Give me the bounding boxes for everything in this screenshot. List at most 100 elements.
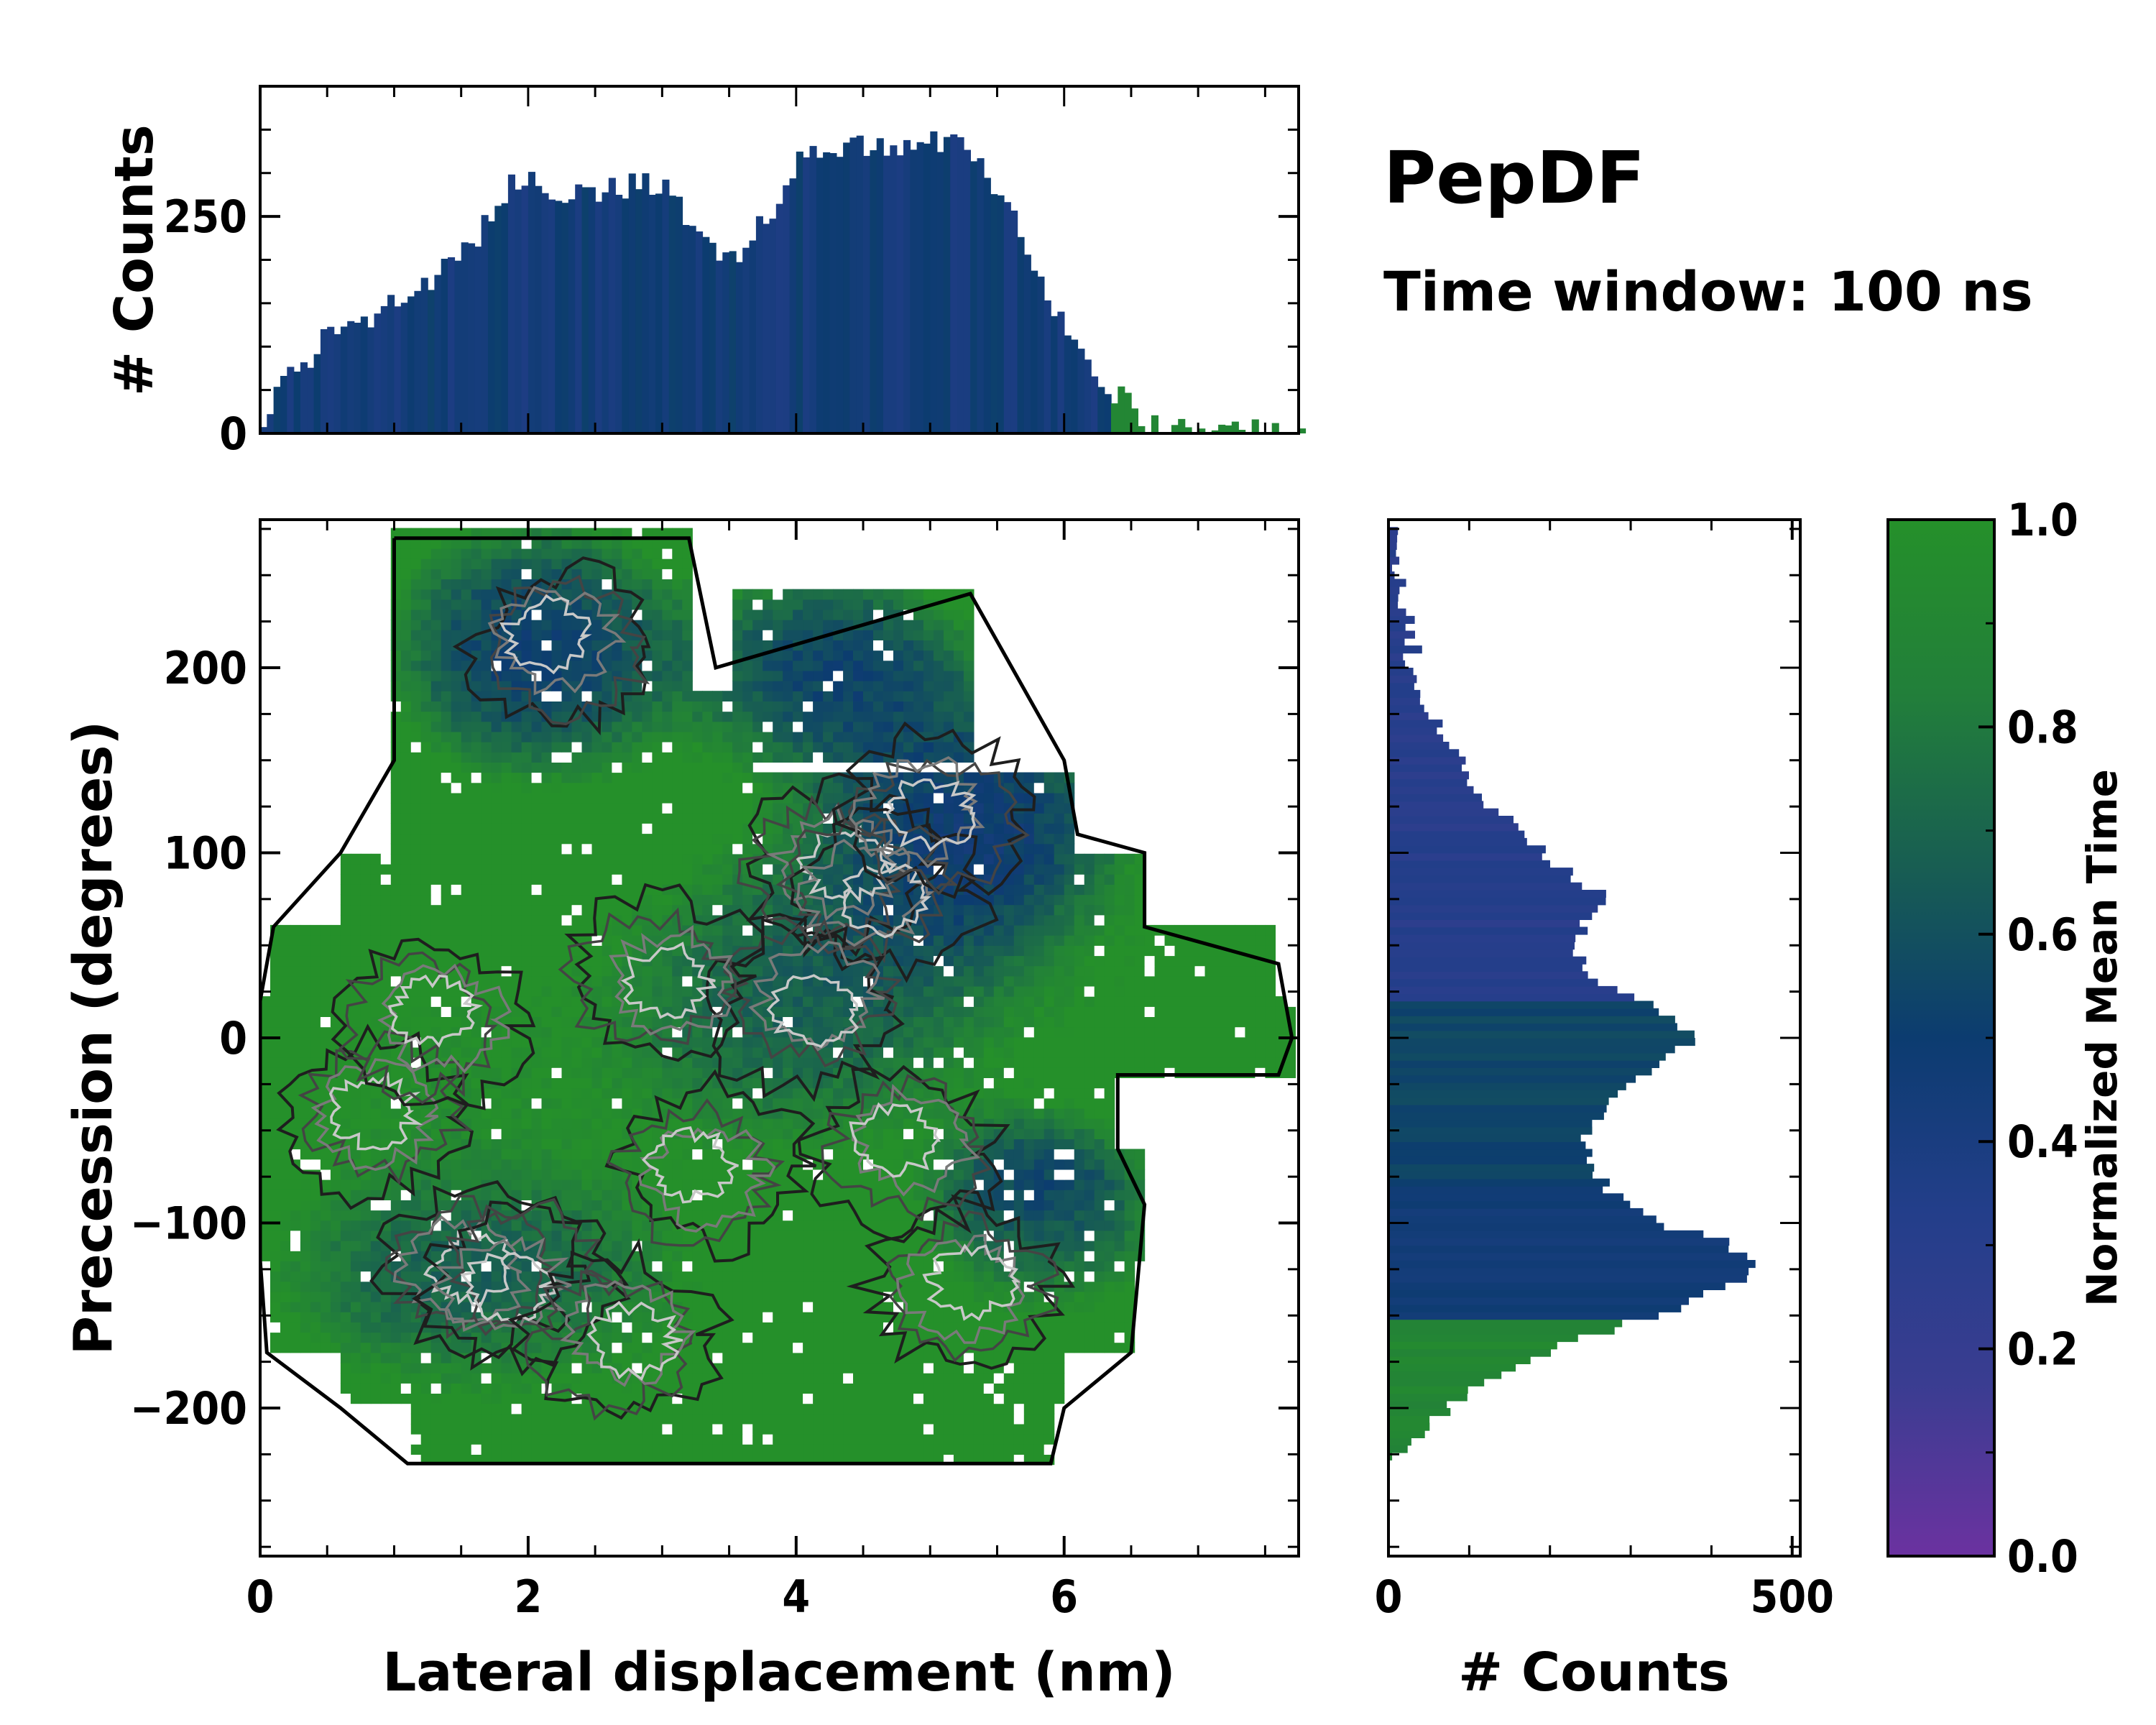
heatmap-cell — [923, 1190, 934, 1200]
heatmap-cell — [1054, 1322, 1065, 1333]
heatmap-cell — [551, 904, 563, 916]
heatmap-cell — [712, 1393, 723, 1404]
heatmap-cell — [310, 1322, 321, 1333]
heatmap-cell — [883, 1118, 894, 1129]
heatmap-cell — [310, 1210, 321, 1221]
heatmap-cell — [833, 996, 844, 1007]
heatmap-cell — [622, 1444, 632, 1455]
heatmap-cell — [1033, 1190, 1045, 1200]
heatmap-cell — [722, 1016, 733, 1028]
heatmap-cell — [591, 1444, 603, 1455]
heatmap-cell — [1104, 1057, 1115, 1068]
heatmap-cell — [430, 924, 442, 936]
heatmap-cell — [712, 904, 723, 916]
heatmap-cell — [1235, 1026, 1245, 1038]
heatmap-cell — [1285, 1067, 1296, 1078]
heatmap-cell — [692, 1200, 703, 1211]
heatmap-cell — [1084, 1169, 1095, 1180]
heatmap-cell — [943, 955, 954, 967]
heatmap-cell — [813, 1403, 824, 1414]
heatmap-cell — [1245, 935, 1256, 946]
heatmap-cell — [752, 1077, 763, 1089]
heatmap-cell — [521, 1383, 533, 1394]
heatmap-cell — [1023, 1138, 1035, 1150]
heatmap-cell — [923, 975, 934, 987]
heatmap-cell — [993, 945, 1005, 957]
heatmap-cell — [370, 1322, 382, 1333]
heatmap-cell — [883, 1241, 894, 1251]
heatmap-cell — [773, 1098, 783, 1109]
heatmap-cell — [1094, 1301, 1105, 1312]
heatmap-cell — [561, 1057, 573, 1068]
top-histogram-bar — [1031, 270, 1038, 433]
heatmap-cell — [270, 1128, 281, 1139]
heatmap-cell — [531, 985, 543, 997]
heatmap-cell — [602, 965, 613, 977]
heatmap-cell — [983, 924, 995, 936]
heatmap-cell — [260, 1190, 271, 1200]
heatmap-cell — [722, 1241, 733, 1251]
top-histogram-bar — [977, 158, 985, 433]
heatmap-cell — [622, 1026, 632, 1038]
heatmap-cell — [1184, 1006, 1196, 1017]
heatmap-cell — [370, 1128, 382, 1139]
heatmap-cell — [803, 1403, 814, 1414]
heatmap-cell — [551, 935, 563, 946]
heatmap-cell — [692, 1149, 703, 1160]
heatmap-cell — [1215, 935, 1226, 946]
heatmap-cell — [873, 1046, 884, 1058]
heatmap-cell — [290, 1241, 301, 1251]
heatmap-cell — [571, 914, 583, 926]
heatmap-cell — [1154, 1057, 1166, 1068]
heatmap-cell — [883, 1301, 894, 1312]
heatmap-cell — [551, 1434, 563, 1445]
heatmap-cell — [1044, 1373, 1055, 1384]
heatmap-cell — [1033, 945, 1045, 957]
heatmap-cell — [612, 1108, 622, 1119]
heatmap-cell — [270, 975, 281, 987]
heatmap-cell — [993, 1434, 1005, 1445]
heatmap-cell — [1074, 1200, 1085, 1211]
heatmap-cell — [320, 955, 331, 967]
heatmap-cell — [481, 1169, 492, 1180]
heatmap-cell — [943, 1149, 954, 1160]
heatmap-cell — [1054, 1159, 1065, 1170]
heatmap-cell — [1255, 985, 1266, 997]
heatmap-cell — [380, 1108, 392, 1119]
heatmap-cell — [511, 1383, 522, 1394]
heatmap-cell — [521, 1393, 533, 1404]
heatmap-cell — [742, 1057, 753, 1068]
heatmap-cell — [622, 1241, 632, 1251]
heatmap-cell — [310, 1190, 321, 1200]
heatmap-cell — [702, 1169, 713, 1180]
heatmap-cell — [1275, 1006, 1286, 1017]
heatmap-cell — [773, 1006, 783, 1017]
heatmap-cell — [752, 1312, 763, 1322]
heatmap-cell — [541, 1138, 553, 1150]
top-histogram-bar — [796, 151, 803, 433]
heatmap-cell — [1154, 945, 1166, 957]
heatmap-cell — [471, 1128, 482, 1139]
heatmap-cell — [290, 1291, 301, 1302]
heatmap-cell — [280, 1210, 291, 1221]
heatmap-cell — [742, 1046, 753, 1058]
heatmap-cell — [1003, 1138, 1015, 1150]
heatmap-cell — [571, 1179, 583, 1190]
heatmap-cell — [813, 1230, 824, 1241]
heatmap-cell — [833, 1241, 844, 1251]
heatmap-cell — [1114, 965, 1125, 977]
heatmap-cell — [451, 1210, 462, 1221]
heatmap-cell — [1074, 996, 1085, 1007]
heatmap-cell — [491, 996, 502, 1007]
top-histogram-bar — [1271, 423, 1279, 433]
heatmap-cell — [1094, 1210, 1105, 1221]
heatmap-cell — [763, 1118, 773, 1129]
heatmap-cell — [571, 1413, 583, 1425]
heatmap-cell — [1084, 985, 1095, 997]
heatmap-cell — [983, 1026, 995, 1038]
heatmap-cell — [1003, 1098, 1015, 1109]
heatmap-cell — [873, 1220, 884, 1231]
heatmap-cell — [1275, 1016, 1286, 1028]
heatmap-cell — [1013, 1383, 1025, 1394]
heatmap-cell — [803, 1220, 814, 1231]
